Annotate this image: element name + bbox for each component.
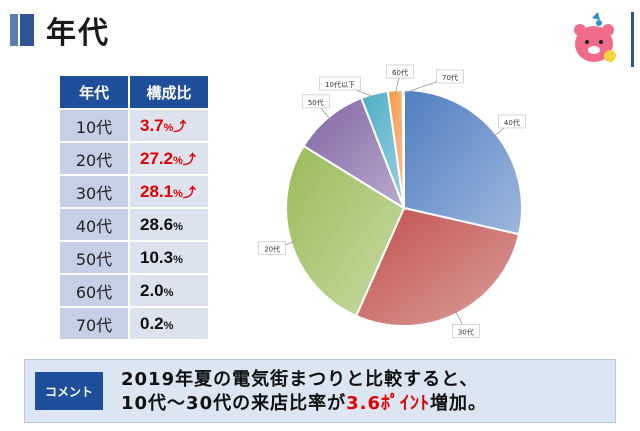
ratio-cell: 3.7%⤴ xyxy=(130,110,208,141)
ratio-unit: % xyxy=(173,220,183,233)
comment-line-2: 10代～30代の来店比率が3.6ﾎﾟｲﾝﾄ増加。 xyxy=(121,392,487,416)
ratio-value: 3.7 xyxy=(140,115,164,135)
ratio-cell: 28.1%⤴ xyxy=(130,176,208,207)
table-row: 30代 28.1%⤴ xyxy=(60,176,208,207)
comment-line-2-pre: 10代～30代の来店比率が xyxy=(121,393,347,414)
increase-arrow-icon: ⤴ xyxy=(173,118,187,134)
ratio-cell: 27.2%⤴ xyxy=(130,143,208,174)
data-label: 20代 xyxy=(264,245,280,254)
table-row: 70代 0.2% xyxy=(60,308,208,339)
age-cell: 30代 xyxy=(60,176,128,207)
ratio-unit: % xyxy=(173,253,183,266)
age-cell: 60代 xyxy=(60,275,128,306)
age-cell: 50代 xyxy=(60,242,128,273)
data-label-box xyxy=(498,114,526,129)
ratio-value: 10.3 xyxy=(140,247,174,267)
ratio-value: 28.6 xyxy=(140,214,174,234)
ratio-value: 2.0 xyxy=(140,280,164,300)
comment-box: コメント 2019年夏の電気街まつりと比較すると、 10代～30代の来店比率が3… xyxy=(24,359,616,423)
mascot-logo xyxy=(574,12,616,62)
age-table: 年代 構成比 10代 3.7%⤴ 20代 27.2%⤴ 30代 28.1%⤴ 40代 28.6… xyxy=(58,74,210,341)
ratio-unit: % xyxy=(163,121,174,134)
data-label: 70代 xyxy=(442,73,458,82)
table-row: 10代 3.7%⤴ xyxy=(60,110,208,141)
data-label-box xyxy=(452,324,480,338)
comment-line-2-post: 増加。 xyxy=(430,393,487,414)
ratio-cell: 28.6% xyxy=(130,209,208,240)
table-row: 40代 28.6% xyxy=(60,209,208,240)
age-cell: 10代 xyxy=(60,110,128,141)
ratio-unit: % xyxy=(173,187,183,200)
data-label-box xyxy=(258,241,286,256)
ratio-value: 28.1 xyxy=(140,181,174,201)
data-label: 60代 xyxy=(392,68,408,77)
increase-arrow-icon: ⤴ xyxy=(182,184,196,200)
table-row: 50代 10.3% xyxy=(60,242,208,273)
data-label-box xyxy=(436,69,464,84)
ratio-cell: 10.3% xyxy=(130,242,208,273)
data-label: 10代以下 xyxy=(325,80,355,89)
age-cell: 20代 xyxy=(60,143,128,174)
age-cell: 40代 xyxy=(60,209,128,240)
comment-highlight: 3.6ﾎﾟｲﾝﾄ xyxy=(346,393,430,414)
title-accent-dark xyxy=(20,14,34,46)
data-label-box xyxy=(301,94,330,109)
ratio-value: 0.2 xyxy=(140,313,164,333)
page-title: 年代 xyxy=(46,16,110,51)
table-header-age: 年代 xyxy=(60,76,128,108)
data-label: 30代 xyxy=(458,327,474,336)
ratio-value: 27.2 xyxy=(140,148,174,168)
title-accent-light xyxy=(10,14,18,46)
ratio-unit: % xyxy=(163,286,174,299)
data-label-box xyxy=(319,76,361,91)
ratio-cell: 2.0% xyxy=(130,275,208,306)
ratio-unit: % xyxy=(173,154,183,167)
edge-accent xyxy=(631,12,634,67)
table-header-ratio: 構成比 xyxy=(130,76,208,108)
pie-slice xyxy=(401,88,405,209)
increase-arrow-icon: ⤴ xyxy=(182,151,196,167)
age-cell: 70代 xyxy=(60,308,128,339)
comment-line-1: 2019年夏の電気街まつりと比較すると、 xyxy=(121,369,479,390)
data-label: 50代 xyxy=(308,98,324,107)
ratio-cell: 0.2% xyxy=(130,308,208,339)
data-label-box xyxy=(386,64,414,79)
ratio-unit: % xyxy=(163,319,174,332)
data-label: 40代 xyxy=(504,118,520,127)
table-row: 20代 27.2%⤴ xyxy=(60,143,208,174)
comment-text: 2019年夏の電気街まつりと比較すると、 10代～30代の来店比率が3.6ﾎﾟｲ… xyxy=(121,368,487,416)
comment-label: コメント xyxy=(35,372,103,410)
table-row: 60代 2.0% xyxy=(60,275,208,306)
